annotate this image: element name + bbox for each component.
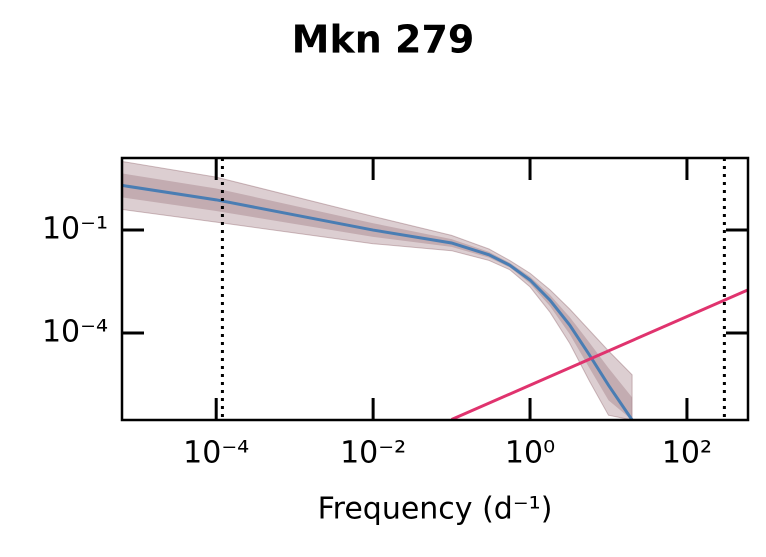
x-tick-label: 10⁻² bbox=[340, 436, 406, 471]
inner-band bbox=[122, 173, 633, 420]
plot-frame bbox=[120, 156, 750, 422]
x-tick-label: 10⁻⁴ bbox=[183, 436, 249, 471]
y-tick-label: 10⁻¹ bbox=[42, 212, 108, 247]
confidence-band bbox=[122, 160, 633, 420]
x-axis-label: Frequency (d⁻¹) bbox=[318, 492, 553, 527]
chart-title: Mkn 279 bbox=[292, 18, 475, 62]
x-tick-label: 10² bbox=[662, 436, 712, 471]
noise-line bbox=[450, 288, 748, 420]
y-tick-label: 10⁻⁴ bbox=[42, 314, 108, 349]
plot-area bbox=[122, 160, 748, 420]
psd-line bbox=[122, 183, 634, 420]
x-tick-label: 10⁰ bbox=[505, 436, 555, 471]
